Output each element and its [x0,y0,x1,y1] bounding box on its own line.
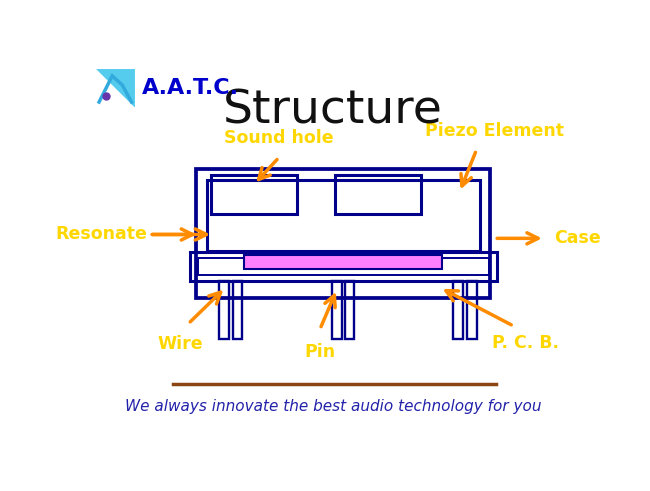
Text: Structure: Structure [223,89,443,134]
Bar [344,281,354,339]
Text: Wire: Wire [158,335,203,354]
Bar [198,258,489,275]
Text: Pin: Pin [304,343,335,361]
Bar [467,281,476,339]
Bar [233,281,242,339]
Bar [190,252,497,281]
Text: We always innovate the best audio technology for you: We always innovate the best audio techno… [125,400,541,414]
Text: A.A.T.C.: A.A.T.C. [142,78,239,98]
Bar [335,175,421,214]
Bar [207,180,480,251]
Bar [211,175,296,214]
Bar [219,281,229,339]
Text: Resonate: Resonate [55,225,147,244]
Text: Sound hole: Sound hole [224,130,333,147]
Bar [196,169,491,299]
Polygon shape [95,68,135,108]
Text: P. C. B.: P. C. B. [492,334,559,352]
Bar [95,68,135,108]
Bar [244,255,443,269]
Bar [332,281,342,339]
Text: Piezo Element: Piezo Element [425,122,564,140]
Bar [453,281,463,339]
Text: Case: Case [554,229,601,247]
